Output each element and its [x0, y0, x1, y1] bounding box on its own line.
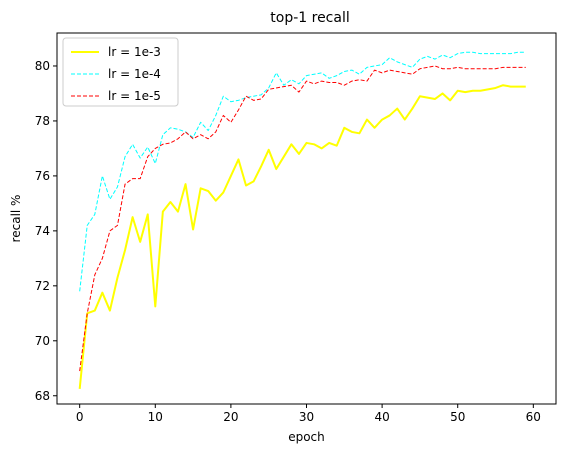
- x-tick-label: 0: [76, 410, 84, 424]
- x-tick-label: 50: [450, 410, 465, 424]
- series-line-3: [79, 65, 526, 372]
- y-axis-label: recall %: [9, 195, 23, 243]
- legend-label: lr = 1e-3: [108, 45, 161, 59]
- legend-label: lr = 1e-4: [108, 67, 161, 81]
- series-lines: [78, 51, 526, 389]
- y-tick-label: 74: [35, 224, 50, 238]
- axis-ticks: 0 10 20 30 40 50 60 68 70 72 74 76 78 80: [35, 59, 541, 424]
- plot-frame: [56, 32, 557, 405]
- x-tick-label: 30: [299, 410, 314, 424]
- legend-box: [62, 37, 179, 107]
- y-tick-label: 68: [35, 389, 50, 403]
- legend: lr = 1e-3 lr = 1e-4 lr = 1e-5: [62, 37, 179, 107]
- series-line-1: [78, 84, 526, 389]
- y-tick-label: 78: [35, 114, 50, 128]
- series-line-2: [79, 51, 526, 292]
- x-tick-label: 20: [223, 410, 238, 424]
- x-tick-label: 10: [148, 410, 163, 424]
- x-tick-label: 40: [374, 410, 389, 424]
- y-tick-label: 80: [35, 59, 50, 73]
- chart-title: top-1 recall: [270, 10, 349, 26]
- legend-label: lr = 1e-5: [108, 89, 161, 103]
- y-tick-label: 72: [35, 279, 50, 293]
- x-axis-label: epoch: [288, 430, 325, 444]
- y-tick-label: 70: [35, 334, 50, 348]
- x-tick-label: 60: [526, 410, 541, 424]
- y-tick-label: 76: [35, 169, 50, 183]
